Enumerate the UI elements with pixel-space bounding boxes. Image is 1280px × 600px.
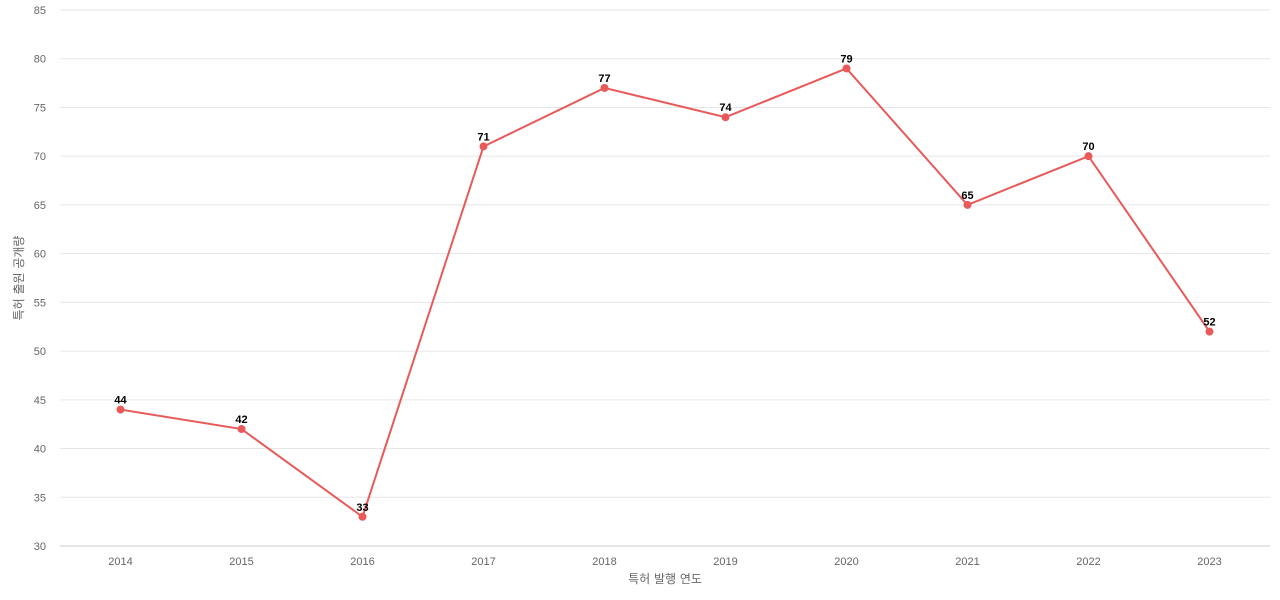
x-tick-label: 2019 [713,556,737,568]
x-tick-label: 2016 [350,556,374,568]
data-label: 42 [235,414,247,426]
data-label: 70 [1082,141,1094,153]
y-tick-label: 35 [34,492,46,504]
y-tick-label: 45 [34,395,46,407]
y-tick-label: 40 [34,444,46,456]
data-label: 74 [719,102,732,114]
x-tick-label: 2023 [1197,556,1221,568]
data-label: 65 [961,190,973,202]
data-point [1205,327,1214,336]
data-point [842,64,851,73]
data-label: 79 [840,53,852,65]
data-point [963,200,972,209]
data-point [237,425,246,434]
x-tick-label: 2022 [1076,556,1100,568]
x-tick-label: 2014 [108,556,132,568]
x-tick-label: 2018 [592,556,616,568]
x-axis-title: 특허 발행 연도 [628,571,702,586]
data-point [721,113,730,122]
y-axis-title: 특허 출원 공개량 [12,236,26,321]
y-axis-ticks: 30 35 40 45 50 55 60 65 70 75 80 85 [34,5,46,553]
y-tick-label: 65 [34,200,46,212]
x-tick-label: 2021 [955,556,979,568]
y-tick-label: 60 [34,249,46,261]
y-tick-label: 85 [34,5,46,17]
grid-lines [60,9,1270,498]
data-point [600,83,609,92]
y-tick-label: 30 [34,541,46,553]
data-label: 71 [477,131,489,143]
x-tick-label: 2015 [229,556,253,568]
data-points [116,64,1214,521]
data-label: 44 [114,395,127,407]
data-point [358,512,367,521]
y-tick-label: 50 [34,346,46,358]
data-point [1084,152,1093,161]
data-point [116,405,125,414]
x-axis-ticks: 2014 2015 2016 2017 2018 2019 2020 2021 2022 2023 [108,556,1221,568]
data-labels: 44 42 33 71 77 74 79 65 70 52 [114,53,1215,513]
x-tick-label: 2017 [471,556,495,568]
y-tick-label: 55 [34,297,46,309]
series-line [120,67,1211,519]
y-tick-label: 70 [34,151,46,163]
data-point [479,142,488,151]
y-tick-label: 80 [34,54,46,66]
data-label: 77 [598,73,610,85]
data-label: 33 [356,502,368,514]
data-label: 52 [1203,317,1215,329]
x-tick-label: 2020 [834,556,858,568]
y-tick-label: 75 [34,102,46,114]
